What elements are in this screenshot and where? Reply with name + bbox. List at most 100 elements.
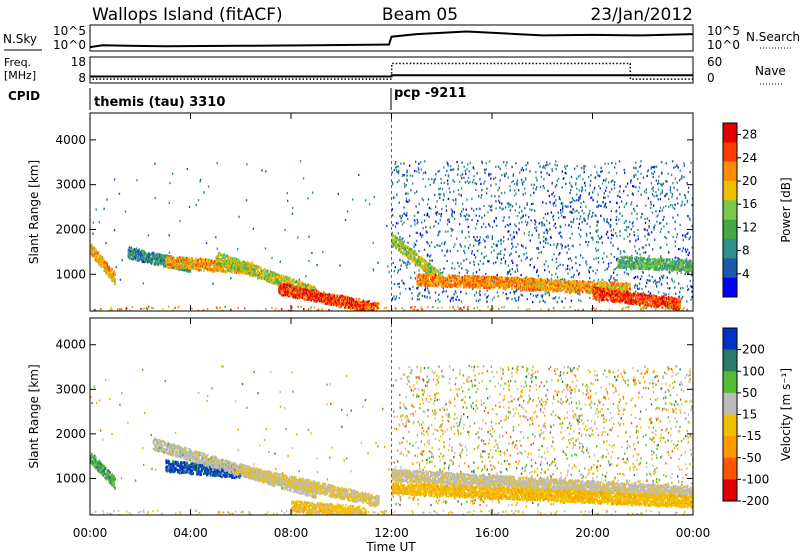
power-scatter-echo bbox=[438, 188, 439, 190]
power-scatter-echo bbox=[525, 258, 526, 260]
power-scatter-echo bbox=[407, 193, 408, 195]
power-scatter-echo bbox=[668, 251, 669, 253]
power-band-4-cell bbox=[378, 313, 380, 315]
power-scatter-echo bbox=[664, 236, 665, 238]
power-scatter-echo bbox=[473, 272, 474, 274]
power-scatter-echo bbox=[406, 171, 407, 173]
power-scatter-echo bbox=[409, 263, 410, 265]
power-scatter-echo bbox=[684, 165, 685, 167]
power-scatter-echo bbox=[401, 280, 402, 282]
power-scatter-echo bbox=[392, 224, 393, 226]
power-scatter-echo bbox=[639, 283, 640, 285]
power-scatter-echo bbox=[563, 177, 564, 179]
power-scatter-echo bbox=[525, 247, 526, 249]
power-scatter-echo bbox=[476, 292, 477, 294]
power-scatter-echo bbox=[660, 183, 661, 185]
power-scatter-echo bbox=[546, 239, 547, 241]
power-scatter-echo bbox=[455, 203, 456, 205]
power-scatter-echo bbox=[630, 179, 631, 181]
power-scatter-echo bbox=[631, 201, 632, 203]
power-scatter-echo bbox=[437, 244, 438, 246]
power-scatter-echo bbox=[589, 226, 590, 228]
power-scatter-echo bbox=[574, 168, 575, 170]
power-scatter-echo bbox=[636, 167, 637, 169]
title-right: 23/Jan/2012 bbox=[590, 5, 693, 25]
power-scatter-echo bbox=[499, 201, 500, 203]
power-scatter-echo bbox=[441, 213, 442, 215]
power-scatter-echo bbox=[481, 253, 482, 255]
power-scatter-echo bbox=[574, 200, 575, 202]
power-scatter-echo bbox=[554, 195, 555, 197]
power-scatter-echo bbox=[669, 287, 670, 289]
power-scatter-echo bbox=[592, 191, 593, 193]
power-scatter-echo bbox=[422, 178, 423, 180]
power-scatter-echo bbox=[398, 269, 399, 271]
power-scatter-echo bbox=[412, 286, 413, 288]
power-scatter-echo bbox=[644, 228, 645, 230]
power-scatter-echo bbox=[578, 227, 579, 229]
power-scatter-echo bbox=[392, 297, 393, 299]
power-scatter-echo bbox=[546, 161, 547, 163]
power-scatter-echo bbox=[677, 214, 678, 216]
power-scatter-echo bbox=[604, 192, 605, 194]
power-scatter-echo bbox=[501, 203, 502, 205]
power-scatter-echo bbox=[464, 166, 465, 168]
power-scatter-echo bbox=[686, 182, 687, 184]
power-scatter-echo bbox=[512, 205, 513, 207]
power-scatter-echo bbox=[590, 266, 591, 268]
power-scatter-echo bbox=[468, 231, 469, 233]
power-scatter-echo bbox=[562, 202, 563, 204]
power-scatter-echo bbox=[541, 176, 542, 178]
power-scatter-echo bbox=[666, 244, 667, 246]
power-scatter-echo bbox=[495, 200, 496, 202]
power-scatter-echo bbox=[617, 195, 618, 197]
power-scatter-echo bbox=[487, 211, 488, 213]
power-band-1-cell bbox=[141, 250, 143, 252]
power-scatter-echo bbox=[557, 180, 558, 182]
power-scatter-echo bbox=[666, 193, 667, 195]
power-scatter-echo bbox=[644, 235, 645, 237]
power-scatter-echo bbox=[584, 182, 585, 184]
power-scatter-echo bbox=[531, 258, 532, 260]
power-scatter-echo bbox=[503, 292, 504, 294]
power-scatter-echo bbox=[673, 236, 674, 238]
power-band-4-cell bbox=[378, 312, 380, 314]
power-scatter-echo bbox=[595, 248, 596, 250]
power-scatter-echo bbox=[656, 180, 657, 182]
power-scatter-echo bbox=[545, 213, 546, 215]
power-scatter-echo bbox=[567, 268, 568, 270]
power-scatter-echo bbox=[601, 236, 602, 238]
power-scatter-echo bbox=[683, 239, 684, 241]
power-band-0-cell bbox=[108, 266, 110, 268]
power-scatter-echo bbox=[680, 205, 681, 207]
power-scatter-echo bbox=[480, 183, 481, 185]
power-scatter-echo bbox=[418, 269, 419, 271]
power-sparse-echo bbox=[352, 198, 353, 200]
power-scatter-echo bbox=[652, 212, 653, 214]
power-band-3-cell bbox=[218, 255, 220, 257]
power-scatter-echo bbox=[484, 240, 485, 242]
power-scatter-echo bbox=[510, 223, 511, 225]
power-scatter-echo bbox=[653, 173, 654, 175]
power-scatter-echo bbox=[619, 160, 620, 162]
power-band-4-cell bbox=[378, 307, 380, 309]
power-scatter-echo bbox=[522, 183, 523, 185]
power-scatter-echo bbox=[404, 283, 405, 285]
power-scatter-echo bbox=[521, 210, 522, 212]
power-scatter-echo bbox=[515, 162, 516, 164]
power-band-1-cell bbox=[138, 253, 140, 255]
power-scatter-echo bbox=[616, 279, 617, 281]
power-scatter-echo bbox=[673, 167, 674, 169]
power-scatter-echo bbox=[453, 168, 454, 170]
power-scatter-echo bbox=[636, 213, 637, 215]
power-band-4-cell bbox=[331, 304, 333, 306]
power-scatter-echo bbox=[568, 248, 569, 250]
power-scatter-echo bbox=[506, 161, 507, 163]
power-sparse-echo bbox=[322, 251, 323, 253]
power-scatter-echo bbox=[467, 270, 468, 272]
power-band-2-cell bbox=[165, 258, 167, 260]
power-scatter-echo bbox=[543, 246, 544, 248]
power-scatter-echo bbox=[512, 262, 513, 264]
power-scatter-echo bbox=[540, 186, 541, 188]
power-scatter-echo bbox=[536, 230, 537, 232]
